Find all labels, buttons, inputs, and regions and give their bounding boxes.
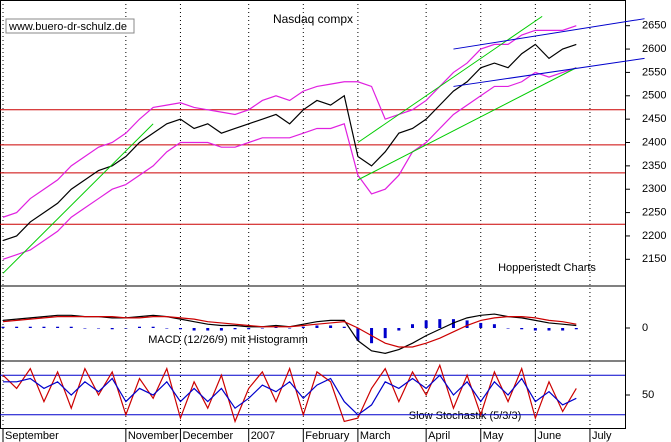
x-tick-label: March	[360, 430, 391, 442]
histogram-bar	[492, 324, 496, 328]
panel-title: Slow Stochastik (5/3/3)	[409, 410, 522, 422]
histogram-bar	[561, 328, 565, 331]
watermark: www.buero-dr-schulz.de	[8, 21, 127, 33]
y-tick-label: 2300	[642, 183, 666, 195]
x-tick-label: April	[428, 430, 450, 442]
histogram-bar	[424, 320, 428, 328]
histogram-bar	[574, 328, 578, 330]
histogram-bar	[124, 328, 128, 329]
plot-frame	[0, 0, 626, 429]
histogram-bar	[178, 328, 182, 330]
histogram-bar	[151, 326, 155, 328]
histogram-bar	[479, 322, 483, 328]
histogram-bar	[520, 328, 524, 330]
histogram-bar	[547, 328, 551, 331]
chart-title: Nasdaq compx	[273, 12, 353, 26]
histogram-bar	[69, 326, 73, 328]
series-line	[2, 363, 577, 424]
y-tick-label: 2150	[642, 253, 666, 265]
histogram-bar	[206, 328, 210, 331]
series-line	[3, 374, 577, 416]
histogram-bar	[383, 328, 387, 339]
x-tick-label: May	[483, 430, 504, 442]
histogram-bar	[438, 319, 442, 328]
annotation: Hoppenstedt Charts	[498, 262, 596, 274]
y-tick-label: 2200	[642, 230, 666, 242]
histogram-bar	[247, 328, 251, 330]
y-tick-label: 0	[642, 322, 648, 334]
y-tick-label: 2350	[642, 160, 666, 172]
histogram-bar	[533, 328, 537, 331]
x-tick-label: July	[592, 430, 612, 442]
histogram-bar	[138, 326, 141, 328]
trend-line	[2, 123, 154, 274]
x-tick-label: September	[5, 430, 59, 442]
histogram-bar	[165, 328, 169, 329]
y-tick-label: 2400	[642, 136, 666, 148]
y-tick-label: 2550	[642, 66, 666, 78]
x-tick-label: February	[305, 430, 350, 442]
histogram-bar	[192, 328, 196, 331]
x-tick-label: June	[537, 430, 561, 442]
histogram-bar	[397, 328, 401, 331]
x-tick-label: November	[128, 430, 179, 442]
histogram-bar	[83, 328, 87, 329]
x-tick-label: 2007	[251, 430, 275, 442]
histogram-bar	[260, 328, 264, 329]
histogram-bar	[342, 326, 346, 328]
y-tick-label: 2600	[642, 43, 666, 55]
histogram-bar	[465, 320, 469, 328]
trend-line	[357, 67, 577, 181]
histogram-bar	[506, 328, 510, 329]
y-tick-label: 2650	[642, 20, 666, 32]
histogram-bar	[356, 328, 360, 341]
histogram-bar	[42, 326, 46, 328]
histogram-bar	[97, 328, 101, 329]
x-tick-label: December	[182, 430, 233, 442]
histogram-bar	[274, 326, 278, 328]
histogram-bar	[219, 328, 223, 331]
y-tick-label: 2250	[642, 206, 666, 218]
histogram-bar	[301, 326, 305, 328]
histogram-bar	[233, 328, 237, 330]
histogram-bar	[110, 328, 114, 330]
trend-line	[453, 18, 645, 50]
series-line	[2, 67, 577, 260]
series-line	[2, 316, 577, 348]
series-line	[2, 25, 577, 218]
histogram-bar	[56, 326, 60, 328]
histogram-bar	[315, 325, 319, 328]
histogram-bar	[411, 324, 414, 328]
histogram-bar	[28, 326, 32, 328]
histogram-bar	[1, 326, 5, 328]
y-tick-label: 2500	[642, 90, 666, 102]
histogram-bar	[329, 325, 333, 328]
y-tick-label: 50	[642, 389, 654, 401]
trend-line	[453, 57, 645, 87]
series-line	[2, 43, 577, 242]
histogram-bar	[15, 326, 19, 328]
y-tick-label: 2450	[642, 113, 666, 125]
watermark-box	[5, 18, 135, 34]
histogram-bar	[288, 328, 292, 329]
panel-title: MACD (12/26/9) mit Histogramm	[148, 334, 308, 346]
trend-line	[357, 15, 543, 143]
